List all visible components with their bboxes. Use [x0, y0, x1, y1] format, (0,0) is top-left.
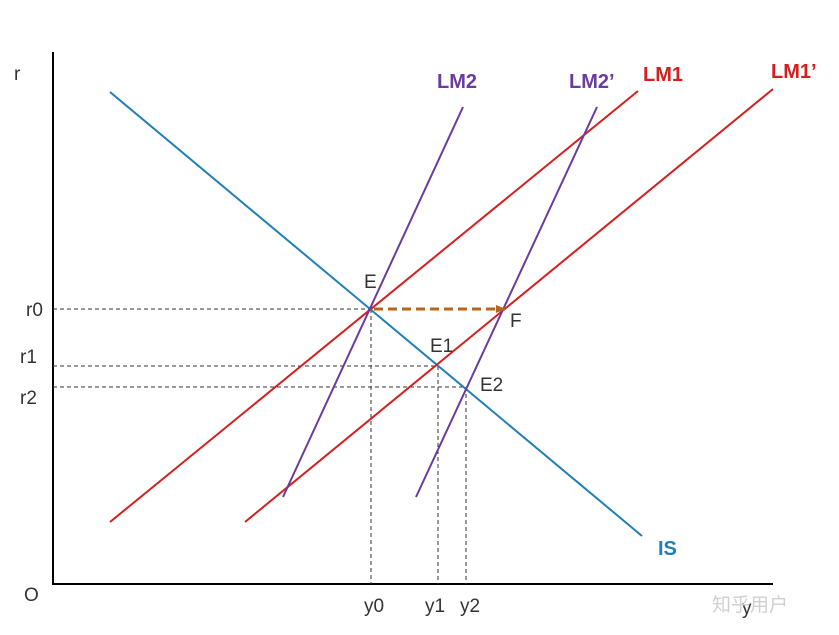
- tick-label-r2: r2: [20, 388, 37, 409]
- curve-label-is: IS: [658, 538, 677, 560]
- tick-label-r0: r0: [26, 300, 43, 321]
- watermark: 知乎用户: [712, 594, 788, 616]
- tick-label-y1: y1: [425, 596, 445, 617]
- point-label-e2: E2: [480, 375, 503, 396]
- y-axis-label: r: [14, 64, 21, 85]
- lm2-curve: [282, 106, 464, 498]
- tick-label-y2: y2: [460, 596, 480, 617]
- point-label-e: E: [364, 272, 377, 293]
- lm2-prime-curve: [415, 106, 598, 498]
- tick-label-r1: r1: [20, 347, 37, 368]
- origin-label: O: [24, 585, 39, 606]
- curve-label-lm1-prime: LM1’: [771, 61, 817, 83]
- curve-label-lm2-prime: LM2’: [569, 71, 615, 93]
- point-label-f: F: [510, 311, 522, 332]
- point-label-e1: E1: [430, 336, 453, 357]
- lm1-prime-curve: [244, 88, 774, 523]
- tick-label-y0: y0: [364, 596, 384, 617]
- curve-label-lm2: LM2: [437, 71, 477, 93]
- curve-label-lm1: LM1: [643, 64, 683, 86]
- x-axis-label: y: [742, 598, 752, 619]
- is-curve: [109, 91, 643, 537]
- lm1-curve: [109, 90, 639, 523]
